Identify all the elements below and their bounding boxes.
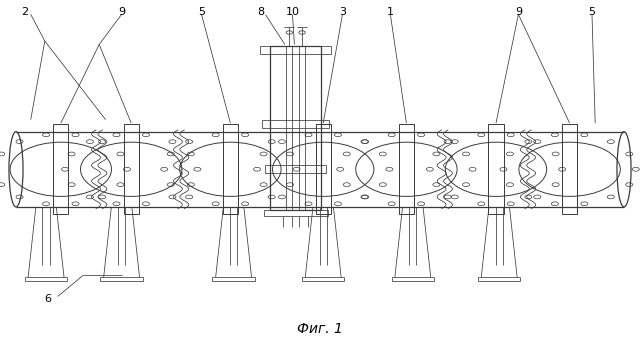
Bar [124,124,139,214]
Text: 1: 1 [387,7,394,17]
Text: Фиг. 1: Фиг. 1 [297,322,343,336]
Text: 8: 8 [257,7,265,17]
Text: 6: 6 [45,294,51,304]
Text: 5: 5 [589,7,595,17]
Bar [265,165,326,173]
Bar [562,124,577,214]
Bar [399,124,414,214]
Text: 9: 9 [118,7,125,17]
Bar [488,124,504,214]
Bar [223,124,238,214]
Bar [264,210,328,216]
Bar [260,46,331,54]
Text: 10: 10 [285,7,300,17]
Bar [53,124,68,214]
Text: 3: 3 [339,7,346,17]
Text: 9: 9 [515,7,522,17]
Bar [316,124,331,214]
Text: 2: 2 [20,7,28,17]
Bar [270,46,321,210]
Bar [262,120,329,128]
Text: 5: 5 [198,7,205,17]
